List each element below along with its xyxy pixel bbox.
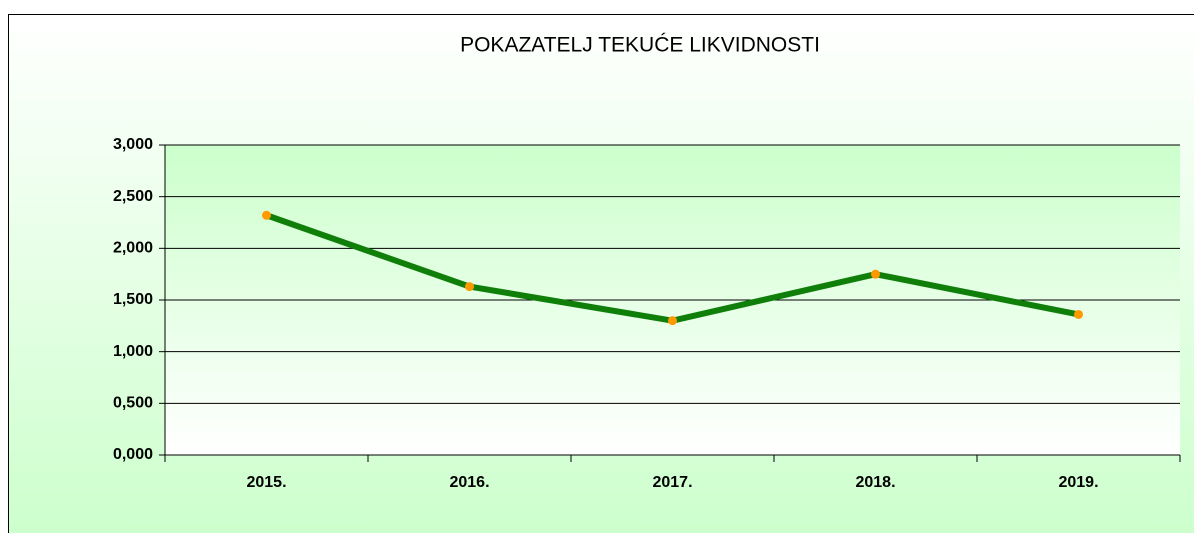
marker xyxy=(668,316,677,326)
y-tick-label: 1,000 xyxy=(113,343,153,360)
y-tick-label: 3,000 xyxy=(113,136,153,153)
y-tick-label: 2,500 xyxy=(113,188,153,205)
marker xyxy=(871,269,880,279)
y-tick-label: 2,000 xyxy=(113,240,153,257)
chart-title: POKAZATELJ TEKUĆE LIKVIDNOSTI xyxy=(460,34,820,57)
x-tick-label: 2015. xyxy=(246,474,286,491)
marker xyxy=(262,210,271,220)
x-tick-label: 2019. xyxy=(1058,474,1098,491)
x-tick-label: 2017. xyxy=(652,474,692,491)
y-tick-label: 1,500 xyxy=(113,291,153,308)
marker xyxy=(465,282,474,292)
marker xyxy=(1074,309,1083,319)
x-tick-label: 2016. xyxy=(449,474,489,491)
y-tick-label: 0,500 xyxy=(113,395,153,412)
y-tick-label: 0,000 xyxy=(113,446,153,463)
x-tick-label: 2018. xyxy=(855,474,895,491)
